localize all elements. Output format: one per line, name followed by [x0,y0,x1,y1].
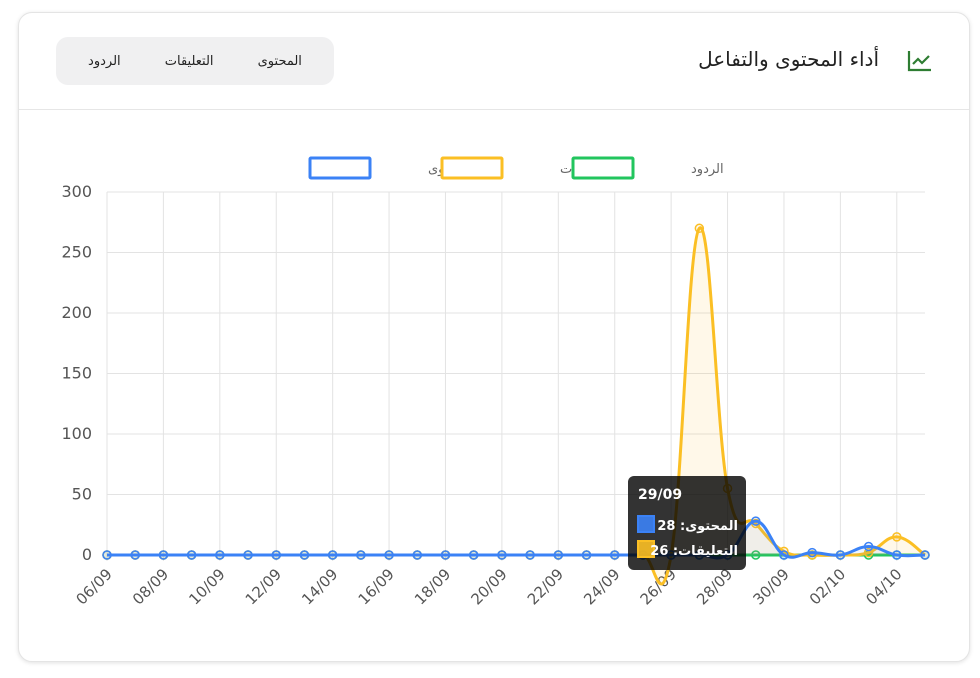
y-tick-label: 0 [82,545,92,564]
data-point [751,516,761,526]
series-area [107,227,925,585]
data-point [807,547,817,558]
y-tick-label: 250 [61,243,92,262]
data-point [694,223,705,234]
chart-icon [907,51,931,72]
data-point [271,550,281,560]
data-point [356,550,366,560]
x-tick-label: 24/09 [580,565,623,608]
x-tick-label: 28/09 [693,565,736,608]
data-point [863,541,874,552]
data-point [299,550,310,560]
series-line [107,519,926,560]
data-point [102,550,112,560]
data-point [835,550,846,560]
data-point [130,550,140,560]
x-tick-label: 30/09 [749,565,792,608]
x-tick-label: 18/09 [411,565,454,608]
tooltip-line: التعليقات: 26 [650,544,738,559]
data-point [609,550,620,560]
card-title: أداء المحتوى والتفاعل [698,47,879,71]
data-point [751,550,761,560]
tooltip-box [628,476,746,570]
x-tick-label: 08/09 [129,565,172,608]
series-line [107,226,926,586]
data-point [186,550,197,560]
data-point [215,550,225,560]
data-point [892,532,902,542]
y-tick-label: 300 [61,182,92,201]
card-header: المحتوى التعليقات الردود أداء المحتوى وا… [19,13,969,110]
y-tick-label: 150 [61,364,92,383]
x-tick-label: 02/10 [806,565,849,608]
x-tick-label: 14/09 [298,565,341,608]
tooltip-swatch [637,540,655,558]
x-tick-label: 12/09 [242,565,285,608]
data-point [497,550,507,560]
x-tick-label: 06/09 [73,565,116,608]
legend-label: الردود [691,162,724,177]
tooltip-line: المحتوى: 28 [657,519,738,534]
data-point [440,550,451,560]
y-tick-label: 50 [72,485,92,504]
data-point [384,550,394,560]
series-area [107,521,925,559]
y-tick-label: 100 [61,424,92,443]
tab[interactable]: الردود [88,53,121,69]
x-tick-label: 10/09 [185,565,228,608]
data-point [920,550,930,560]
data-point [581,550,592,560]
x-tick-label: 16/09 [355,565,398,608]
x-tick-label: 22/09 [524,565,567,608]
tab-group: المحتوى التعليقات الردود [56,37,334,85]
data-point [158,550,169,560]
tab[interactable]: التعليقات [164,53,214,69]
y-tick-label: 200 [61,303,92,322]
legend-swatch [571,156,635,180]
data-point [779,550,789,560]
data-point [892,550,902,560]
data-point [525,550,535,560]
data-point [553,550,564,560]
data-point [327,550,338,560]
data-point [468,550,479,560]
legend-swatch [308,156,372,180]
legend-swatch [440,156,504,180]
x-tick-label: 04/10 [862,565,905,608]
data-point [243,550,253,560]
tooltip-title: 29/09 [638,487,682,503]
x-tick-label: 20/09 [467,565,510,608]
tooltip: 29/09 المحتوى: 28 التعليقات: 26 [628,476,746,570]
tab[interactable]: المحتوى [257,53,302,69]
data-point [412,550,423,560]
tooltip-swatch [637,515,655,533]
